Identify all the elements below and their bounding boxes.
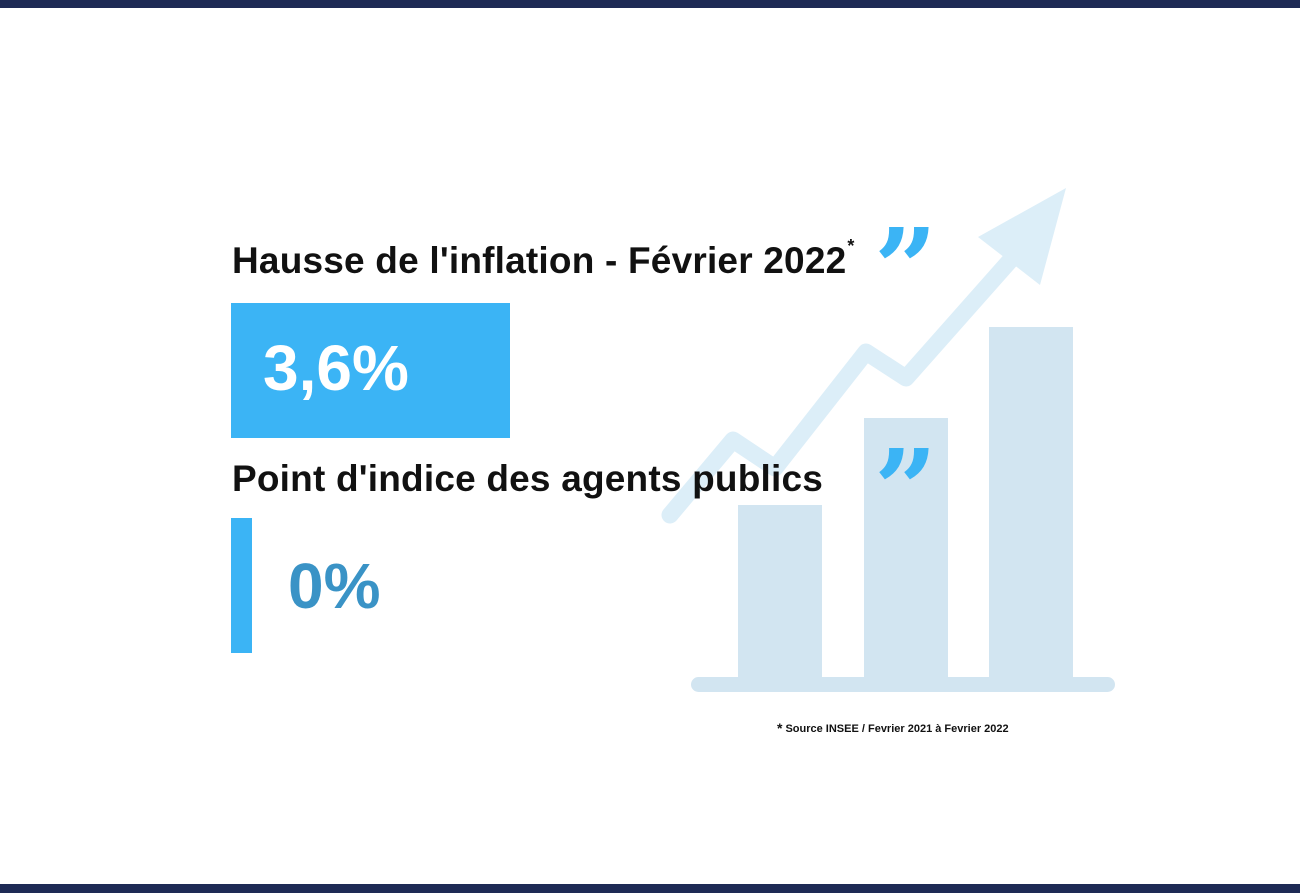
quote-icon-secondary: ” [874, 425, 938, 554]
trend-line [661, 229, 1039, 524]
source-text: Source INSEE / Fevrier 2021 à Fevrier 20… [785, 723, 1009, 735]
bar-chart-icon [691, 327, 1115, 692]
trend-arrow-head [978, 188, 1066, 285]
inflation-label: Hausse de l'inflation - Février 2022* [232, 236, 855, 282]
point-indice-value-bar [231, 518, 252, 653]
decor-bar-3 [989, 327, 1073, 677]
decor-bar-2 [864, 418, 948, 677]
inflation-value-bar: 3,6% [231, 303, 510, 438]
footnote-marker: * [847, 236, 855, 256]
source-marker: * [777, 720, 783, 736]
baseline [691, 677, 1115, 692]
point-indice-value: 0% [288, 550, 381, 622]
inflation-label-text: Hausse de l'inflation - Février 2022 [232, 240, 847, 281]
bottom-band [0, 884, 1300, 893]
trend-arrow-icon [661, 188, 1066, 524]
quote-icon: ” [874, 204, 938, 333]
top-band [0, 0, 1300, 8]
decor-bar-1 [738, 505, 822, 677]
point-indice-label: Point d'indice des agents publics [232, 458, 824, 499]
inflation-value: 3,6% [263, 332, 409, 404]
source-note: * Source INSEE / Fevrier 2021 à Fevrier 2… [777, 720, 1009, 736]
